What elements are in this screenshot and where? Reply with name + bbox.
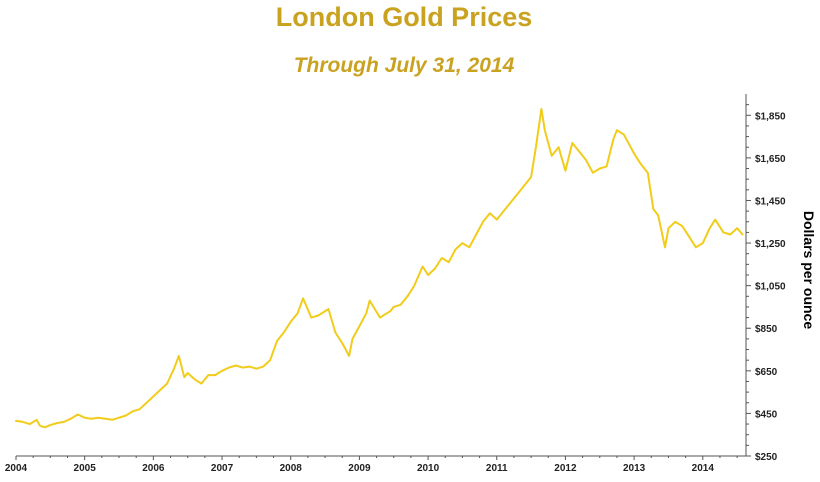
chart-subtitle: Through July 31, 2014 <box>293 54 515 77</box>
x-tick-label: 2013 <box>623 463 646 474</box>
y-tick-label: $1,650 <box>755 154 786 165</box>
x-tick-label: 2007 <box>211 463 234 474</box>
x-tick-label: 2011 <box>486 463 508 474</box>
y-axis-label: Dollars per ounce <box>801 211 817 329</box>
x-tick-label: 2005 <box>74 463 97 474</box>
y-tick-label: $1,050 <box>755 282 786 293</box>
x-tick-label: 2012 <box>554 463 577 474</box>
x-tick-label: 2006 <box>142 463 165 474</box>
y-tick-label: $250 <box>755 452 778 463</box>
y-tick-label: $1,250 <box>755 239 786 250</box>
x-tick-label: 2010 <box>417 463 440 474</box>
x-tick-label: 2014 <box>692 463 715 474</box>
y-tick-label: $1,850 <box>755 111 786 122</box>
y-tick-label: $850 <box>755 324 778 335</box>
axes: 2004 2005 2006 2007 2008 2009 2010 2011 2012 2013… <box>5 94 786 474</box>
plot-area <box>15 107 744 429</box>
chart-title: London Gold Prices <box>275 2 533 32</box>
y-tick-label: $1,450 <box>755 196 786 207</box>
y-tick-label: $450 <box>755 409 778 420</box>
y-tick-label: $650 <box>755 367 778 378</box>
x-tick-label: 2009 <box>348 463 371 474</box>
gold-price-line <box>15 107 744 429</box>
x-tick-label: 2004 <box>5 463 28 474</box>
x-tick-label: 2008 <box>280 463 303 474</box>
